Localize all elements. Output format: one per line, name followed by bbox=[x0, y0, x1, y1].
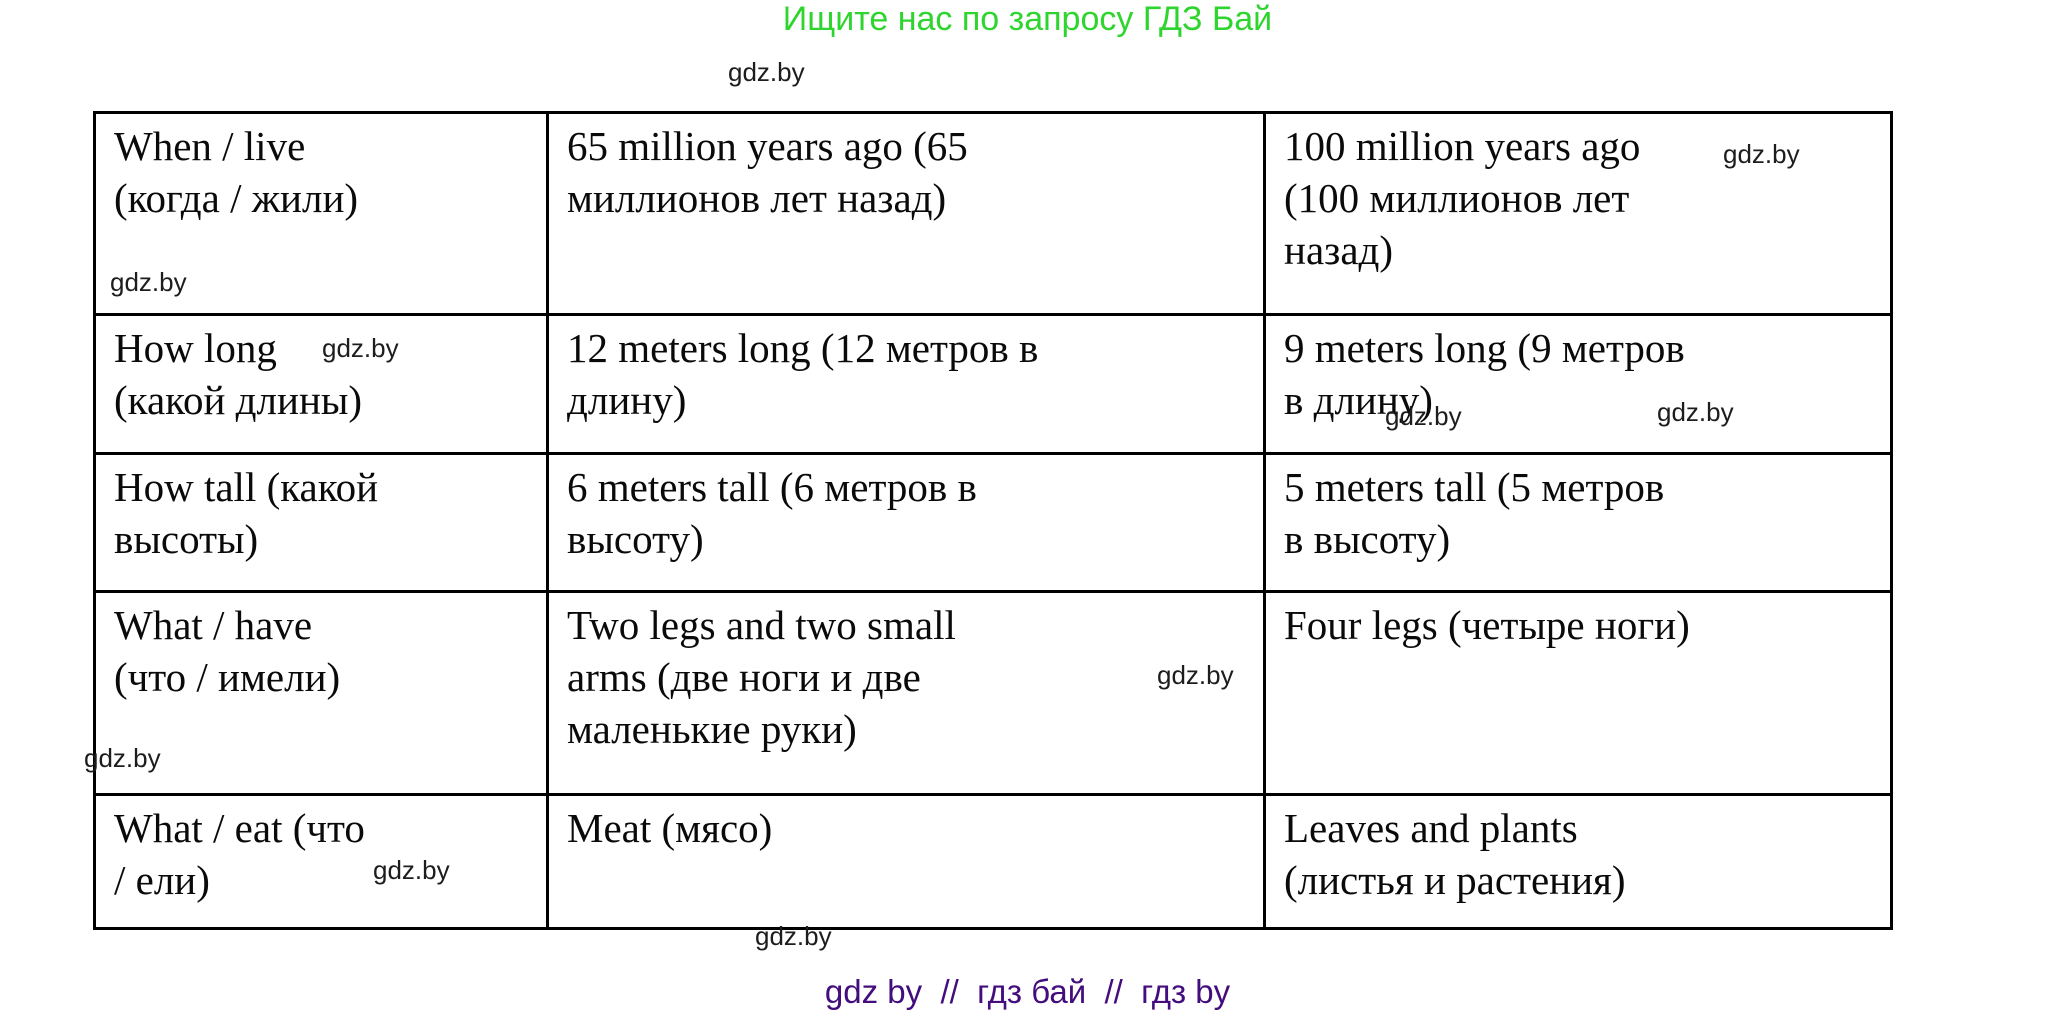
table-row: What / have (что / имели) Two legs and t… bbox=[93, 590, 1893, 796]
gdz-watermark: gdz.by bbox=[322, 333, 399, 363]
question-cell: What / have (что / имели) bbox=[93, 590, 549, 796]
table-row: When / live (когда / жили) 65 million ye… bbox=[93, 111, 1893, 316]
table-row: How long (какой длины) 12 meters long (1… bbox=[93, 313, 1893, 455]
gdz-watermark: gdz.by bbox=[1657, 397, 1734, 427]
gdz-watermark: gdz.by bbox=[1385, 401, 1462, 431]
table-row: What / eat (что / ели) Meat (мясо) Leave… bbox=[93, 793, 1893, 930]
answer-a-cell: Meat (мясо) bbox=[546, 793, 1266, 930]
gdz-watermark: gdz.by bbox=[373, 855, 450, 885]
answer-a-cell: 12 meters long (12 метров в длину) bbox=[546, 313, 1266, 455]
footer-tags: gdz by // гдз бай // гдз by bbox=[824, 973, 1231, 1010]
gdz-watermark: gdz.by bbox=[755, 921, 832, 951]
answer-a-cell: Two legs and two small arms (две ноги и … bbox=[546, 590, 1266, 796]
answer-b-cell: 100 million years ago (100 миллионов лет… bbox=[1263, 111, 1893, 316]
question-cell: When / live (когда / жили) bbox=[93, 111, 549, 316]
answer-b-cell: 5 meters tall (5 метров в высоту) bbox=[1263, 452, 1893, 593]
question-cell: What / eat (что / ели) bbox=[93, 793, 549, 930]
answer-a-cell: 65 million years ago (65 миллионов лет н… bbox=[546, 111, 1266, 316]
answer-a-cell: 6 meters tall (6 метров в высоту) bbox=[546, 452, 1266, 593]
dino-table: When / live (когда / жили) 65 million ye… bbox=[93, 111, 1893, 930]
table-row: How tall (какой высоты) 6 meters tall (6… bbox=[93, 452, 1893, 593]
gdz-watermark: gdz.by bbox=[1157, 660, 1234, 690]
gdz-watermark: gdz.by bbox=[728, 57, 805, 87]
promo-title: Ищите нас по запросу ГДЗ Бай bbox=[782, 0, 1273, 38]
question-cell: How long (какой длины) bbox=[93, 313, 549, 455]
question-cell: How tall (какой высоты) bbox=[93, 452, 549, 593]
gdz-watermark: gdz.by bbox=[84, 743, 161, 773]
answer-b-cell: 9 meters long (9 метров в длину) bbox=[1263, 313, 1893, 455]
gdz-watermark: gdz.by bbox=[110, 267, 187, 297]
answer-b-cell: Leaves and plants (листья и растения) bbox=[1263, 793, 1893, 930]
answer-b-cell: Four legs (четыре ноги) bbox=[1263, 590, 1893, 796]
gdz-watermark: gdz.by bbox=[1723, 139, 1800, 169]
